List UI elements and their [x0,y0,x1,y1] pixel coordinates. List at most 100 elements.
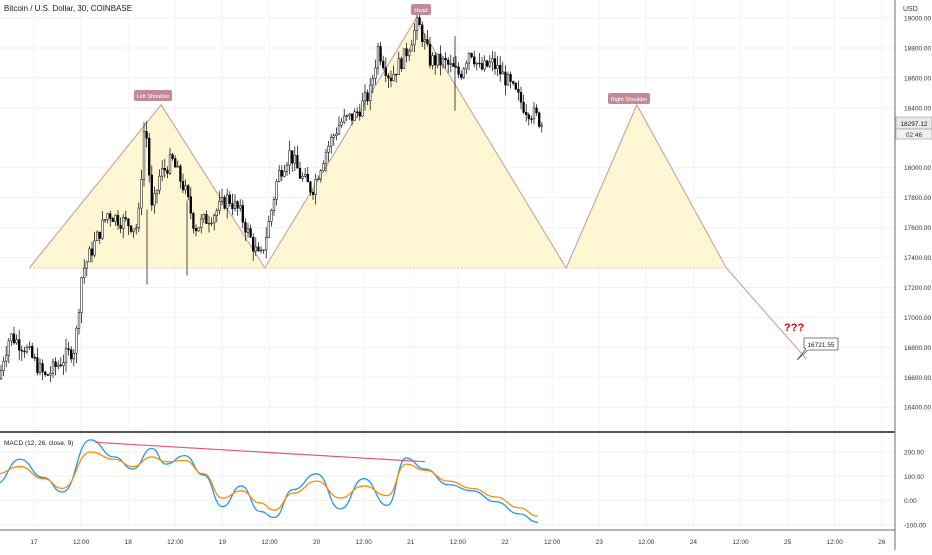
y-tick-label: 17600.00 [904,225,931,232]
candle [205,210,208,224]
candle [262,249,265,254]
candle [210,217,213,227]
macd-axis[interactable]: 200.00 100.00 0.00 -100.00 [904,450,926,530]
candle [431,51,434,70]
candle [501,61,504,75]
candle [356,107,359,118]
candle [67,341,70,356]
candle [522,94,525,115]
candle [226,188,229,219]
candle [179,164,182,189]
candle [51,358,55,378]
candle [80,276,83,324]
candle [168,147,172,175]
candle [54,357,57,376]
candle [382,55,385,71]
candle [150,165,153,211]
candles [0,10,543,383]
candle [496,55,499,77]
candle [514,81,517,91]
x-tick-label: 26 [878,539,886,546]
candle [527,112,530,126]
candle [28,341,31,350]
candle [140,169,143,215]
symbol-title[interactable]: Bitcoin / U.S. Dollar, 30, COINBASE [4,4,132,13]
macd-title[interactable]: MACD (12, 26, close, 9) [4,440,73,447]
target-callout[interactable]: 16721.55 [796,337,839,361]
candle [220,188,224,206]
candle [475,62,478,71]
candle [488,55,491,69]
divergence-line [95,441,425,463]
candle [207,215,211,233]
last-price-badge[interactable]: 18297.12 02:46 [895,116,932,140]
candle [153,186,156,214]
candle [285,161,289,176]
candle [155,189,159,204]
y-tick-label: 17800.00 [904,195,931,202]
candle [535,104,538,116]
candle [103,219,107,223]
candle [127,218,130,236]
x-tick-label: 12:00 [261,539,278,546]
candle [379,41,382,66]
right-shoulder-label[interactable]: Right Shoulder [608,93,650,104]
candle [241,199,244,229]
bar-countdown: 02:46 [906,132,923,139]
x-tick-label: 19 [219,539,227,546]
x-tick-label: 12:00 [167,539,184,546]
y-tick-label: 17400.00 [904,255,931,262]
candle [486,60,489,68]
candle [324,148,328,173]
candle [62,354,65,375]
candle [33,353,36,362]
candle [538,111,541,129]
candle [218,191,221,215]
signal-line [0,451,539,517]
target-value: 16721.55 [807,342,834,349]
candle [280,165,283,182]
candle [337,116,341,136]
candle [540,122,543,133]
x-tick-label: 12:00 [827,539,844,546]
candle [5,345,8,368]
candle [335,127,338,141]
pattern-fill [29,104,265,268]
candle [306,166,309,183]
candle [254,237,257,256]
candle [101,211,104,240]
candle [504,65,507,96]
x-tick-label: 12:00 [356,539,373,546]
candle [0,364,3,380]
x-tick-label: 12:00 [450,539,467,546]
time-axis[interactable]: 17 12:00 18 12:00 19 12:00 20 12:00 21 12:00 22 12:… [30,539,885,546]
candle [174,155,177,168]
left-shoulder-label[interactable]: Left Shoulder [134,90,172,101]
head-label[interactable]: Head [411,4,431,15]
candle [353,108,356,121]
candle [246,223,250,238]
candle [49,366,52,383]
candle [171,152,174,161]
candle [376,42,380,75]
candle [265,227,268,259]
candle [278,165,281,183]
x-tick-label: 18 [125,539,133,546]
candle [57,360,60,370]
candle [314,173,317,205]
x-tick-label: 21 [407,539,415,546]
candle [470,52,473,59]
candle [332,133,335,146]
candle [148,133,151,183]
candle [90,241,94,263]
x-tick-label: 20 [313,539,321,546]
candle [428,37,432,69]
candle [400,56,403,72]
price-axis-panel [895,0,932,550]
price-axis[interactable]: 19000.00 18800.00 18600.00 18400.00 18000.00… [904,16,931,412]
candle [122,213,125,239]
candle [132,228,135,238]
candle [116,210,120,230]
y-tick-label: 18800.00 [904,45,931,52]
